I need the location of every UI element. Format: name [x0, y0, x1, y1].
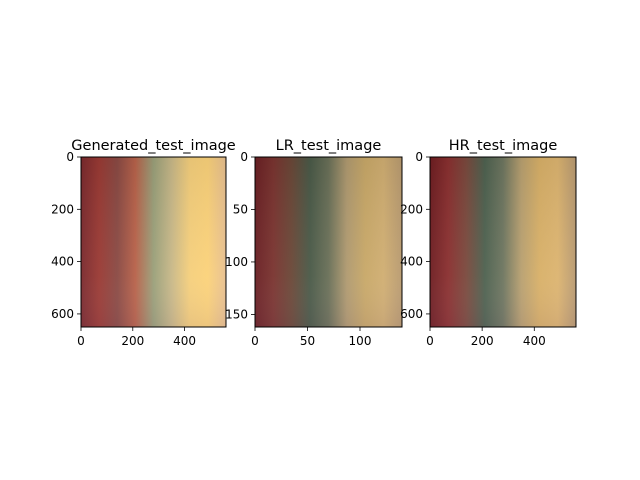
image-shading [255, 157, 402, 327]
x-tick-label: 100 [349, 334, 372, 348]
subplot-2: LR_test_image 0 50 100 0 50 100 150 [225, 138, 403, 348]
y-tick-label: 0 [240, 150, 248, 164]
x-tick-label: 0 [426, 334, 434, 348]
x-tick-label: 50 [300, 334, 315, 348]
y-tick-label: 50 [233, 202, 248, 216]
y-tick-label: 600 [400, 307, 423, 321]
y-tick-label: 400 [51, 255, 74, 269]
x-tick-label: 400 [523, 334, 546, 348]
y-tick-label: 600 [51, 307, 74, 321]
y-tick-label: 100 [225, 255, 248, 269]
y-tick-label: 200 [400, 202, 423, 216]
image-shading [430, 157, 576, 327]
y-tick-label: 200 [51, 202, 74, 216]
y-tick-label: 0 [66, 150, 74, 164]
y-tick-label: 400 [400, 255, 423, 269]
x-tick-label: 0 [251, 334, 259, 348]
image-shading [81, 157, 226, 327]
y-tick-label: 150 [225, 307, 248, 321]
subplot-title: Generated_test_image [71, 138, 236, 154]
x-tick-label: 200 [471, 334, 494, 348]
axes-frame [429, 156, 577, 328]
y-tick-label: 0 [415, 150, 423, 164]
subplot-3: HR_test_image 0 200 400 0 200 400 600 [400, 138, 577, 348]
x-tick-label: 400 [173, 334, 196, 348]
subplot-title: HR_test_image [449, 138, 558, 154]
axes-frame [254, 156, 403, 328]
axes-frame [80, 156, 227, 328]
subplot-title: LR_test_image [276, 138, 382, 154]
x-tick-label: 200 [121, 334, 144, 348]
x-tick-label: 0 [77, 334, 85, 348]
